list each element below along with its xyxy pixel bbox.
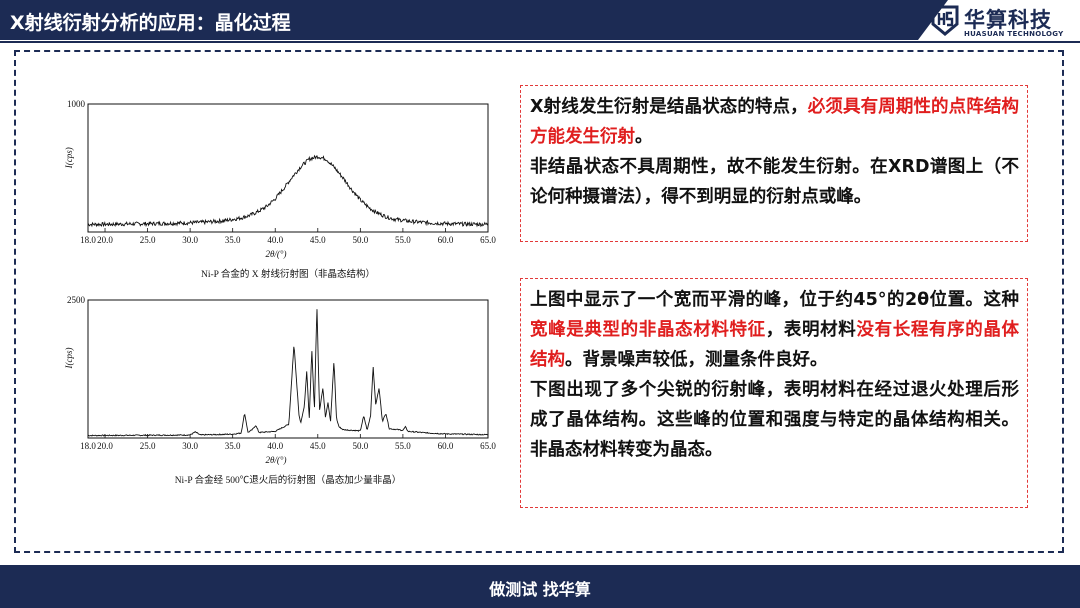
chart1-data-line (87, 154, 489, 228)
footer-slogan: 做测试 找华算 (489, 580, 591, 599)
chart1-x-axis-label: 2θ/(°) (265, 249, 286, 259)
chart1-x-tick-label: 35.0 (225, 235, 241, 245)
box1-paragraph-2: 非结晶状态不具周期性，故不能发生衍射。在XRD谱图上（不论何种摄谱法），得不到明… (530, 157, 1019, 207)
header: X射线衍射分析的应用：晶化过程 华算科技 HUASUAN TECHNOLOGY (0, 0, 1080, 43)
chart1-x-tick-label: 55.0 (395, 235, 411, 245)
box1-text: X射线发生衍射是结晶状态的特点， (530, 97, 808, 117)
chart1-x-tick-label: 50.0 (352, 235, 368, 245)
chart1-x-tick-label: 20.0 (97, 235, 113, 245)
explanation-box-analysis: 上图中显示了一个宽而平滑的峰，位于约45°的2θ位置。这种宽峰是典型的非晶态材料… (520, 278, 1028, 508)
chart2-x-tick-label: 60.0 (438, 441, 454, 451)
explanation-box-diffraction: X射线发生衍射是结晶状态的特点，必须具有周期性的点阵结构方能发生衍射。 非结晶状… (520, 85, 1028, 242)
header-divider (0, 41, 1080, 43)
chart1-x-tick-label: 18.0 (80, 235, 96, 245)
logo-text-cn: 华算科技 (964, 8, 1052, 32)
chart2-x-tick-label: 18.0 (80, 441, 96, 451)
chart2-x-tick-label: 35.0 (225, 441, 241, 451)
chart2-data-line (87, 309, 489, 437)
content-frame (14, 50, 1064, 553)
chart2-x-tick-label: 20.0 (97, 441, 113, 451)
chart-amorphous-svg: 18.0 20.0 25.0 30.0 35.0 40.0 45.0 50.0 55.0 60.0… (64, 99, 496, 259)
box2-text-a: 上图中显示了一个宽而平滑的峰，位于约45°的2θ位置。这种 (530, 290, 1019, 310)
chart1-plot-frame (87, 103, 489, 233)
chart2-x-tick-label: 55.0 (395, 441, 411, 451)
box2-highlight-2: 没有长程有序的晶体结构 (530, 320, 1020, 370)
logo-text-en: HUASUAN TECHNOLOGY (964, 30, 1064, 38)
chart-amorphous-caption: Ni-P 合金的 X 射线衍射图（非晶态结构） (200, 270, 376, 280)
chart1-x-tick-label: 30.0 (182, 235, 198, 245)
chart-amorphous: 18.0 20.0 25.0 30.0 35.0 40.0 45.0 50.0 55.0 60.0… (40, 92, 510, 292)
chart1-x-tick-label: 40.0 (267, 235, 283, 245)
footer-bar: 做测试 找华算 (0, 565, 1080, 608)
box2-text-c: 。背景噪声较低，测量条件良好。 (565, 350, 828, 370)
brand-logo: 华算科技 HUASUAN TECHNOLOGY (930, 4, 1075, 38)
chart1-x-tick-label: 65.0 (480, 235, 496, 245)
chart2-x-tick-label: 40.0 (267, 441, 283, 451)
chart1-y-axis-label: I(cps) (64, 147, 74, 169)
box2-paragraph-2: 下图出现了多个尖锐的衍射峰，表明材料在经过退火处理后形成了晶体结构。这些峰的位置… (530, 380, 1019, 460)
chart2-y-tick-label: 2500 (67, 295, 86, 305)
chart2-x-tick-label: 25.0 (140, 441, 156, 451)
chart2-x-tick-label: 30.0 (182, 441, 198, 451)
chart2-x-tick-label: 45.0 (310, 441, 326, 451)
chart1-x-tick-label: 45.0 (310, 235, 326, 245)
box2-text-b: ，表明材料 (765, 320, 857, 340)
hs-logo-icon (931, 5, 959, 36)
box2-highlight-1: 宽峰是典型的非晶态材料特征 (530, 320, 766, 340)
chart-annealed-caption: Ni-P 合金经 500℃退火后的衍射图（晶态加少量非晶） (174, 476, 402, 486)
title-bar: X射线衍射分析的应用：晶化过程 (0, 0, 948, 40)
box1-paragraph-1: X射线发生衍射是结晶状态的特点，必须具有周期性的点阵结构方能发生衍射。 (530, 92, 1019, 152)
chart-annealed: 18.0 20.0 25.0 30.0 35.0 40.0 45.0 50.0 55.0 60.0… (40, 290, 510, 505)
chart2-plot-frame (87, 299, 489, 439)
page-title: X射线衍射分析的应用：晶化过程 (10, 12, 291, 34)
box2-paragraph-1: 上图中显示了一个宽而平滑的峰，位于约45°的2θ位置。这种宽峰是典型的非晶态材料… (530, 285, 1019, 375)
chart1-y-tick-label: 1000 (67, 99, 86, 109)
box1-highlight: 必须具有周期性的点阵结构方能发生衍射 (530, 97, 1020, 147)
chart2-x-tick-label: 50.0 (352, 441, 368, 451)
chart1-x-tick-label: 60.0 (438, 235, 454, 245)
chart2-x-axis-label: 2θ/(°) (265, 455, 286, 465)
box1-text-end: 。 (635, 127, 653, 147)
chart2-x-tick-label: 65.0 (480, 441, 496, 451)
chart2-y-axis-label: I(cps) (64, 347, 74, 369)
chart-annealed-svg: 18.0 20.0 25.0 30.0 35.0 40.0 45.0 50.0 55.0 60.0… (64, 295, 496, 465)
chart1-x-tick-label: 25.0 (140, 235, 156, 245)
